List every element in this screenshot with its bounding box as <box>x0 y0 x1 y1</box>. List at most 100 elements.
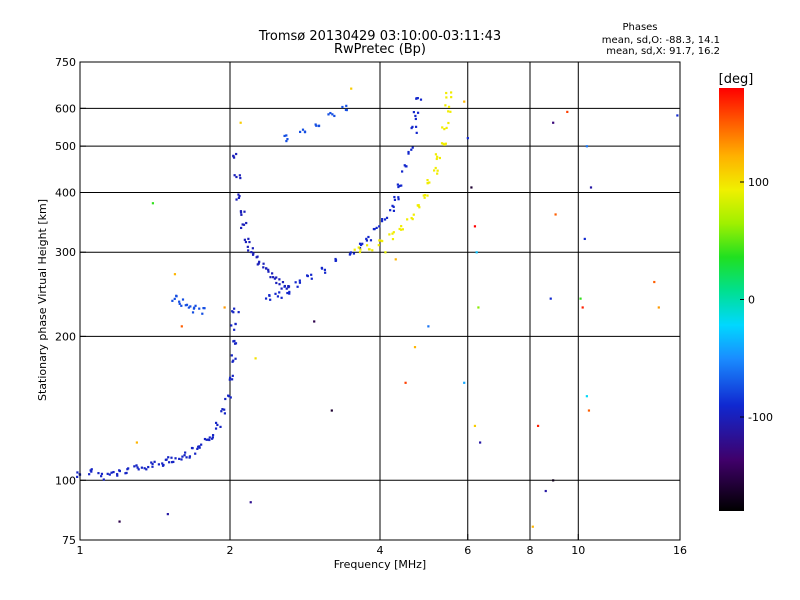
data-point <box>324 271 327 274</box>
data-point <box>228 376 232 379</box>
data-point <box>267 268 270 271</box>
data-point <box>414 125 418 128</box>
data-point <box>161 462 164 465</box>
data-point <box>136 466 139 469</box>
data-point <box>401 228 404 231</box>
data-point <box>359 243 363 247</box>
data-point <box>239 211 243 214</box>
data-point <box>434 153 438 156</box>
data-point <box>174 457 177 460</box>
data-point <box>171 299 174 302</box>
data-point <box>436 172 439 175</box>
data-point <box>366 244 369 247</box>
data-point <box>412 213 415 216</box>
data-point <box>255 256 258 259</box>
data-point <box>475 251 478 254</box>
grid-lines <box>80 62 680 540</box>
data-point <box>164 458 167 461</box>
data-point <box>76 475 79 478</box>
data-point <box>221 408 224 411</box>
data-point <box>116 474 119 477</box>
data-point <box>187 306 190 309</box>
data-point <box>181 298 185 301</box>
data-point <box>269 276 272 279</box>
data-point <box>276 295 280 298</box>
x-tick-label: 2 <box>227 544 234 557</box>
data-point <box>544 489 547 493</box>
data-point <box>589 186 593 189</box>
data-point <box>416 97 419 100</box>
data-point <box>252 252 255 255</box>
data-point <box>445 126 448 130</box>
data-point <box>231 378 234 381</box>
data-point <box>381 239 384 243</box>
data-point <box>232 311 235 314</box>
data-point <box>371 249 374 252</box>
data-point <box>391 204 394 207</box>
data-point <box>406 218 409 221</box>
data-point <box>145 468 148 471</box>
data-point <box>198 307 201 310</box>
data-point <box>298 281 302 284</box>
data-point <box>283 134 286 138</box>
data-point <box>194 304 197 307</box>
data-point <box>229 396 232 399</box>
data-point <box>162 463 165 467</box>
data-point <box>433 169 436 172</box>
data-point <box>447 110 450 113</box>
data-point <box>352 252 356 255</box>
data-point <box>185 303 189 306</box>
data-point <box>90 470 93 473</box>
data-point <box>210 437 214 440</box>
chart-title: Tromsø 20130429 03:10:00-03:11:43 <box>258 29 501 44</box>
data-point <box>239 176 242 180</box>
data-point <box>410 216 413 220</box>
data-point <box>203 437 207 441</box>
data-point <box>275 276 278 279</box>
data-point <box>178 300 181 303</box>
data-point <box>554 213 557 216</box>
data-point <box>281 281 285 284</box>
data-point <box>201 312 204 315</box>
data-point <box>585 145 588 148</box>
data-point <box>416 204 419 207</box>
data-point <box>198 445 201 448</box>
data-point <box>358 242 362 245</box>
data-point <box>184 304 187 307</box>
data-point <box>473 225 477 228</box>
colorbar-label: [deg] <box>719 72 754 87</box>
data-point <box>116 473 119 476</box>
data-point <box>479 441 482 444</box>
data-point <box>447 105 451 108</box>
data-point <box>211 434 215 437</box>
data-point <box>447 121 450 125</box>
data-point <box>378 239 381 242</box>
data-point <box>208 438 211 442</box>
data-point <box>280 287 283 290</box>
data-point <box>676 114 679 117</box>
data-point <box>463 381 466 384</box>
data-point <box>231 374 234 377</box>
data-point <box>470 186 473 189</box>
data-point <box>198 446 201 449</box>
data-point <box>285 287 288 290</box>
data-point <box>183 454 186 457</box>
data-point <box>384 251 387 254</box>
data-point <box>381 218 384 221</box>
data-point <box>587 409 591 412</box>
data-point <box>97 472 100 475</box>
stats-line-x: mean, sd,X: 91.7, 16.2 <box>606 46 720 57</box>
data-point <box>223 412 227 415</box>
x-tick-label: 16 <box>673 544 687 557</box>
data-point <box>331 113 334 116</box>
data-point <box>391 237 395 241</box>
x-tick-label: 4 <box>377 544 384 557</box>
data-point <box>232 340 235 343</box>
data-point <box>323 268 327 271</box>
data-point <box>273 277 276 280</box>
data-point <box>552 479 555 482</box>
data-point <box>133 465 136 468</box>
data-point <box>207 438 210 441</box>
data-point <box>345 108 348 112</box>
data-point <box>404 381 407 384</box>
